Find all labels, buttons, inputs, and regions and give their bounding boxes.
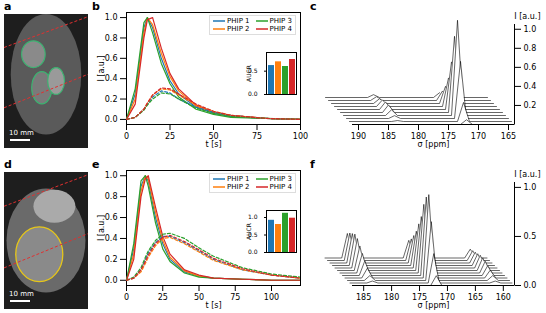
svg-text:0.6: 0.6 xyxy=(105,54,118,63)
html-text:e: e xyxy=(92,158,100,171)
html-text:PHIP 1: PHIP 1 xyxy=(227,17,250,25)
svg-text:t [s]: t [s] xyxy=(205,140,221,149)
svg-text:1.0: 1.0 xyxy=(524,183,537,192)
svg-text:165: 165 xyxy=(501,132,516,141)
svg-text:σ [ppm]: σ [ppm] xyxy=(418,140,450,149)
html-text:PHIP 2: PHIP 2 xyxy=(227,25,250,33)
svg-text:0.0: 0.0 xyxy=(248,90,258,97)
svg-text:0: 0 xyxy=(124,132,129,141)
svg-text:0.2: 0.2 xyxy=(105,95,118,104)
svg-text:50: 50 xyxy=(208,132,219,142)
svg-text:0.0: 0.0 xyxy=(248,248,258,255)
svg-text:10 mm: 10 mm xyxy=(9,290,34,298)
html-text:d: d xyxy=(4,158,12,171)
svg-text:0.2: 0.2 xyxy=(105,255,118,264)
svg-text:75: 75 xyxy=(230,293,240,302)
svg-text:0.2: 0.2 xyxy=(524,101,537,110)
svg-text:0.0: 0.0 xyxy=(524,281,537,290)
svg-text:100: 100 xyxy=(264,293,279,302)
svg-text:0.6: 0.6 xyxy=(524,63,537,72)
svg-text:0.4: 0.4 xyxy=(105,234,118,243)
svg-text:50: 50 xyxy=(194,293,204,302)
svg-text:1.0: 1.0 xyxy=(248,213,258,220)
svg-text:AUCR: AUCR xyxy=(245,223,252,240)
svg-text:0.5: 0.5 xyxy=(524,232,537,241)
svg-text:165: 165 xyxy=(468,293,483,302)
html-text:PHIP 4: PHIP 4 xyxy=(269,183,292,191)
svg-text:185: 185 xyxy=(356,293,371,302)
svg-text:0.4: 0.4 xyxy=(105,74,118,83)
svg-text:0.8: 0.8 xyxy=(105,34,118,43)
svg-text:180: 180 xyxy=(410,132,427,142)
svg-text:I [a.u.]: I [a.u.] xyxy=(97,55,106,81)
html-text:PHIP 3: PHIP 3 xyxy=(269,17,292,25)
svg-text:0.6: 0.6 xyxy=(105,213,118,222)
svg-text:180: 180 xyxy=(384,293,399,302)
svg-text:185: 185 xyxy=(381,132,396,141)
svg-text:0.8: 0.8 xyxy=(105,192,118,201)
svg-text:0.0: 0.0 xyxy=(105,276,118,285)
html-text:b: b xyxy=(92,0,100,13)
svg-text:I [a.u.]: I [a.u.] xyxy=(514,170,540,179)
svg-text:AUCR: AUCR xyxy=(245,65,252,82)
svg-text:σ [ppm]: σ [ppm] xyxy=(418,301,450,310)
svg-text:0.8: 0.8 xyxy=(524,44,537,53)
svg-text:I [a.u.]: I [a.u.] xyxy=(514,12,540,21)
svg-text:25: 25 xyxy=(158,293,168,302)
svg-text:1.0: 1.0 xyxy=(105,13,118,22)
svg-text:0.5: 0.5 xyxy=(248,230,258,238)
html-text:a: a xyxy=(4,0,12,13)
svg-text:0.4: 0.4 xyxy=(524,82,537,91)
html-text:PHIP 2: PHIP 2 xyxy=(227,183,250,191)
svg-text:0.5: 0.5 xyxy=(248,67,258,75)
svg-text:175: 175 xyxy=(440,132,457,142)
svg-text:100: 100 xyxy=(293,132,308,141)
html-text:c: c xyxy=(310,0,317,13)
svg-text:160: 160 xyxy=(496,293,511,302)
svg-text:t [s]: t [s] xyxy=(205,301,221,310)
svg-text:170: 170 xyxy=(439,293,456,303)
html-text:PHIP 4: PHIP 4 xyxy=(269,25,292,33)
svg-text:170: 170 xyxy=(471,132,486,141)
svg-text:I [a.u.]: I [a.u.] xyxy=(97,215,106,241)
html-text:PHIP 1: PHIP 1 xyxy=(227,175,250,183)
html-text:PHIP 3: PHIP 3 xyxy=(269,175,292,183)
svg-text:0.0: 0.0 xyxy=(105,115,118,124)
svg-text:175: 175 xyxy=(411,293,428,303)
svg-text:0: 0 xyxy=(124,293,129,302)
svg-text:1.0: 1.0 xyxy=(105,171,118,180)
html-text:f: f xyxy=(310,158,315,171)
svg-text:75: 75 xyxy=(252,132,262,141)
svg-text:1.0: 1.0 xyxy=(524,25,537,34)
svg-text:10 mm: 10 mm xyxy=(9,129,34,137)
svg-text:25: 25 xyxy=(165,132,175,141)
svg-text:190: 190 xyxy=(351,132,366,141)
